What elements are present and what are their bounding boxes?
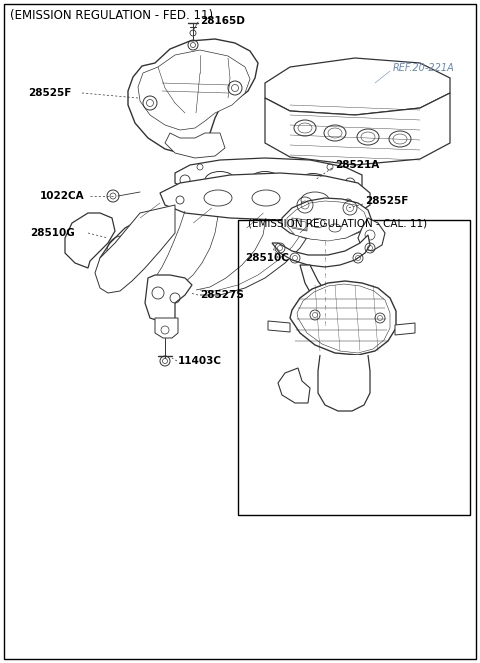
Polygon shape bbox=[165, 133, 225, 158]
Ellipse shape bbox=[389, 131, 411, 147]
Ellipse shape bbox=[252, 190, 280, 206]
Text: 28510C: 28510C bbox=[245, 253, 289, 263]
Polygon shape bbox=[290, 281, 396, 355]
Polygon shape bbox=[300, 265, 380, 329]
Polygon shape bbox=[287, 201, 368, 241]
Polygon shape bbox=[282, 198, 372, 240]
Polygon shape bbox=[265, 93, 450, 165]
Polygon shape bbox=[65, 213, 115, 268]
Polygon shape bbox=[100, 213, 168, 275]
Polygon shape bbox=[265, 58, 450, 115]
Ellipse shape bbox=[324, 125, 346, 141]
Polygon shape bbox=[95, 205, 175, 293]
Ellipse shape bbox=[250, 172, 280, 188]
Polygon shape bbox=[358, 218, 385, 251]
Ellipse shape bbox=[393, 134, 407, 144]
Ellipse shape bbox=[205, 172, 235, 188]
Ellipse shape bbox=[311, 219, 325, 227]
Polygon shape bbox=[128, 39, 258, 153]
Bar bbox=[238, 220, 470, 515]
Ellipse shape bbox=[298, 174, 328, 190]
Text: 11403C: 11403C bbox=[178, 356, 222, 366]
Ellipse shape bbox=[361, 132, 375, 142]
Polygon shape bbox=[175, 158, 362, 201]
Polygon shape bbox=[297, 284, 390, 353]
Polygon shape bbox=[155, 318, 178, 338]
Ellipse shape bbox=[328, 128, 342, 138]
Text: 28510G: 28510G bbox=[30, 228, 75, 238]
Text: 28527S: 28527S bbox=[200, 290, 244, 300]
Ellipse shape bbox=[294, 120, 316, 136]
Ellipse shape bbox=[204, 190, 232, 206]
Ellipse shape bbox=[357, 129, 379, 145]
Text: (EMISSION REGULATION - CAL. 11): (EMISSION REGULATION - CAL. 11) bbox=[248, 218, 427, 228]
Text: REF.20-221A: REF.20-221A bbox=[393, 63, 455, 73]
Polygon shape bbox=[293, 220, 306, 230]
Polygon shape bbox=[278, 368, 310, 403]
Polygon shape bbox=[160, 173, 370, 220]
Text: 28521A: 28521A bbox=[335, 160, 379, 170]
Text: 1022CA: 1022CA bbox=[40, 191, 84, 201]
Text: 28165D: 28165D bbox=[200, 16, 245, 26]
Polygon shape bbox=[318, 355, 370, 411]
Text: 28525F: 28525F bbox=[365, 196, 408, 206]
Polygon shape bbox=[145, 275, 192, 323]
Polygon shape bbox=[268, 321, 290, 332]
Ellipse shape bbox=[329, 224, 341, 232]
Ellipse shape bbox=[298, 123, 312, 133]
Ellipse shape bbox=[301, 192, 329, 208]
Polygon shape bbox=[292, 218, 307, 231]
Polygon shape bbox=[395, 323, 415, 335]
Text: (EMISSION REGULATION - FED. 11): (EMISSION REGULATION - FED. 11) bbox=[10, 9, 213, 21]
Polygon shape bbox=[272, 235, 370, 267]
Text: 28525F: 28525F bbox=[28, 88, 72, 98]
Polygon shape bbox=[138, 50, 250, 130]
